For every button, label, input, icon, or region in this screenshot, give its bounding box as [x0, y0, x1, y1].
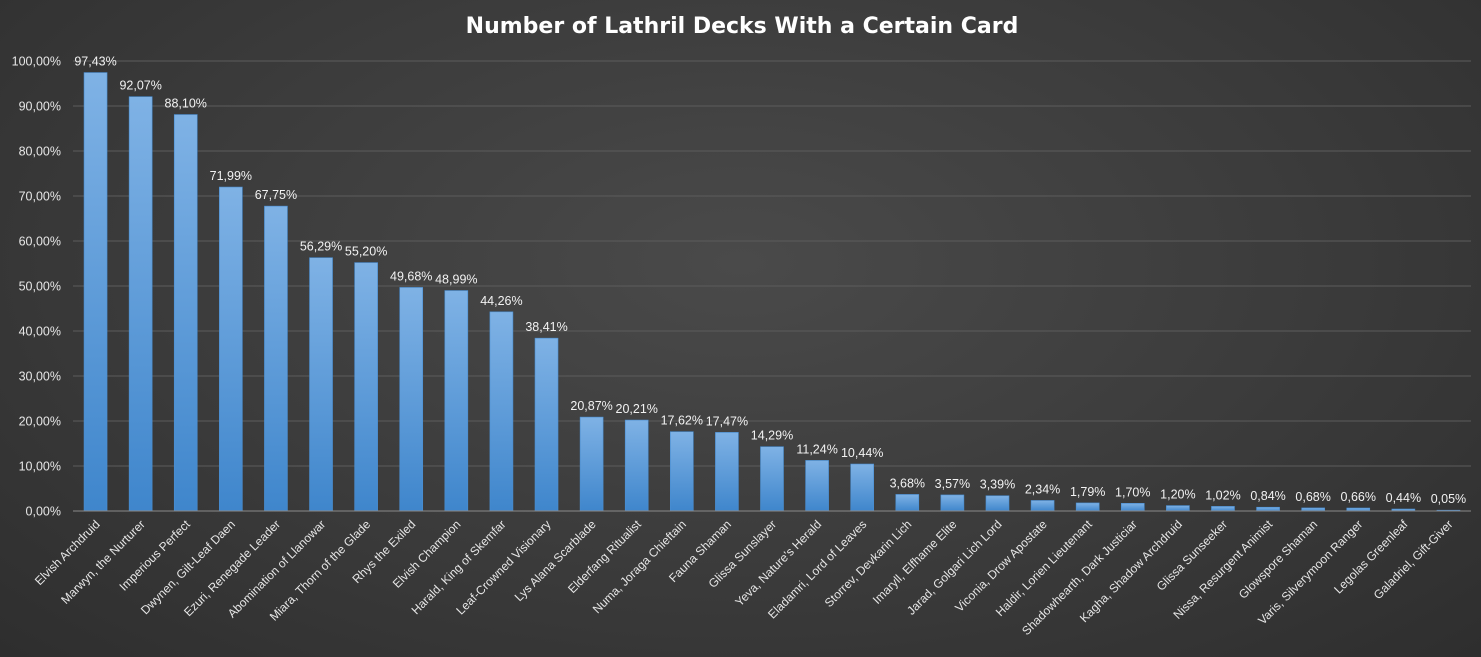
- data-label: 44,26%: [480, 294, 522, 308]
- bar: [309, 257, 333, 512]
- data-label: 1,79%: [1070, 485, 1105, 499]
- gridlines: [73, 60, 1471, 467]
- y-tick-label: 50,00%: [19, 280, 61, 294]
- y-tick-label: 30,00%: [19, 370, 61, 384]
- bar: [579, 416, 604, 512]
- data-label: 11,24%: [796, 442, 837, 456]
- y-tick-label: 60,00%: [19, 235, 61, 249]
- y-tick-label: 80,00%: [19, 145, 61, 159]
- x-tick-label: Glowspore Shaman: [1236, 517, 1320, 601]
- bar: [1166, 505, 1190, 512]
- data-label: 17,62%: [661, 414, 703, 428]
- bar: [985, 495, 1010, 512]
- bar: [1256, 506, 1280, 512]
- bar: [219, 186, 243, 512]
- data-label: 49,68%: [390, 269, 432, 283]
- y-tick-label: 10,00%: [19, 460, 61, 474]
- data-label: 20,87%: [570, 399, 612, 413]
- bar: [805, 460, 829, 512]
- x-tick-label: Marwyn, the Nurturer: [58, 517, 148, 607]
- data-label: 2,34%: [1025, 482, 1060, 496]
- y-tick-label: 90,00%: [19, 100, 61, 114]
- data-label: 92,07%: [119, 79, 161, 93]
- data-label: 67,75%: [255, 188, 297, 202]
- bar: [264, 205, 288, 512]
- y-tick-label: 0,00%: [26, 505, 61, 519]
- bar: [895, 494, 920, 512]
- bar: [1075, 502, 1100, 512]
- x-tick-label: Galadriel, Gift-Giver: [1371, 517, 1456, 602]
- data-label: 1,02%: [1205, 488, 1240, 502]
- y-tick-label: 70,00%: [19, 190, 61, 204]
- y-tick-label: 40,00%: [19, 325, 61, 339]
- y-axis-ticks: 0,00% 10,00% 20,00% 30,00% 40,00% 50,00% 60,00…: [12, 55, 61, 519]
- x-tick-label: Storrev, Devkarin Lich: [822, 517, 915, 610]
- data-label: 14,29%: [751, 429, 793, 443]
- bar: [83, 72, 108, 512]
- data-label: 3,39%: [980, 478, 1015, 492]
- data-label: 3,57%: [935, 477, 970, 491]
- bar: [940, 494, 965, 512]
- bar: [670, 431, 694, 512]
- data-label: 88,10%: [165, 97, 207, 111]
- data-label: 48,99%: [435, 273, 477, 287]
- data-label: 0,84%: [1250, 489, 1285, 503]
- chart-title: Number of Lathril Decks With a Certain C…: [466, 14, 1019, 39]
- data-label: 20,21%: [616, 402, 658, 416]
- bar: [173, 114, 198, 512]
- bar: [850, 463, 874, 512]
- data-label: 1,20%: [1160, 488, 1195, 502]
- bar: [399, 287, 424, 512]
- x-tick-label: Lys Alana Scarblade: [512, 517, 599, 604]
- bar: [444, 290, 469, 512]
- bar: [489, 311, 514, 512]
- bar: [715, 432, 739, 512]
- data-label: 0,05%: [1431, 492, 1466, 506]
- bar: [534, 337, 559, 512]
- bar: [1030, 500, 1055, 512]
- data-label: 97,43%: [74, 55, 116, 69]
- bar: [1211, 506, 1235, 512]
- bar: [760, 446, 784, 512]
- data-label: 3,68%: [890, 476, 925, 490]
- bar: [1120, 503, 1145, 512]
- x-tick-label: Yeva, Nature's Herald: [732, 517, 824, 609]
- bar: [354, 262, 378, 512]
- data-label: 17,47%: [706, 414, 748, 428]
- bar: [128, 96, 153, 512]
- data-label: 56,29%: [300, 240, 342, 254]
- bar: [624, 419, 649, 512]
- data-labels: 97,43%92,07% 88,10% 71,99%67,75% 56,29% 55,2…: [74, 55, 1466, 507]
- data-label: 1,70%: [1115, 485, 1150, 499]
- data-label: 71,99%: [210, 169, 252, 183]
- y-tick-label: 100,00%: [12, 55, 61, 69]
- y-tick-label: 20,00%: [19, 415, 61, 429]
- data-label: 10,44%: [841, 446, 883, 460]
- bars: [83, 72, 1461, 512]
- data-label: 38,41%: [525, 320, 567, 334]
- data-label: 0,44%: [1386, 491, 1421, 505]
- x-tick-label: Imaryll, Elfhame Elite: [870, 517, 960, 607]
- data-label: 0,66%: [1341, 490, 1376, 504]
- data-label: 55,20%: [345, 245, 387, 259]
- data-label: 0,68%: [1295, 490, 1330, 504]
